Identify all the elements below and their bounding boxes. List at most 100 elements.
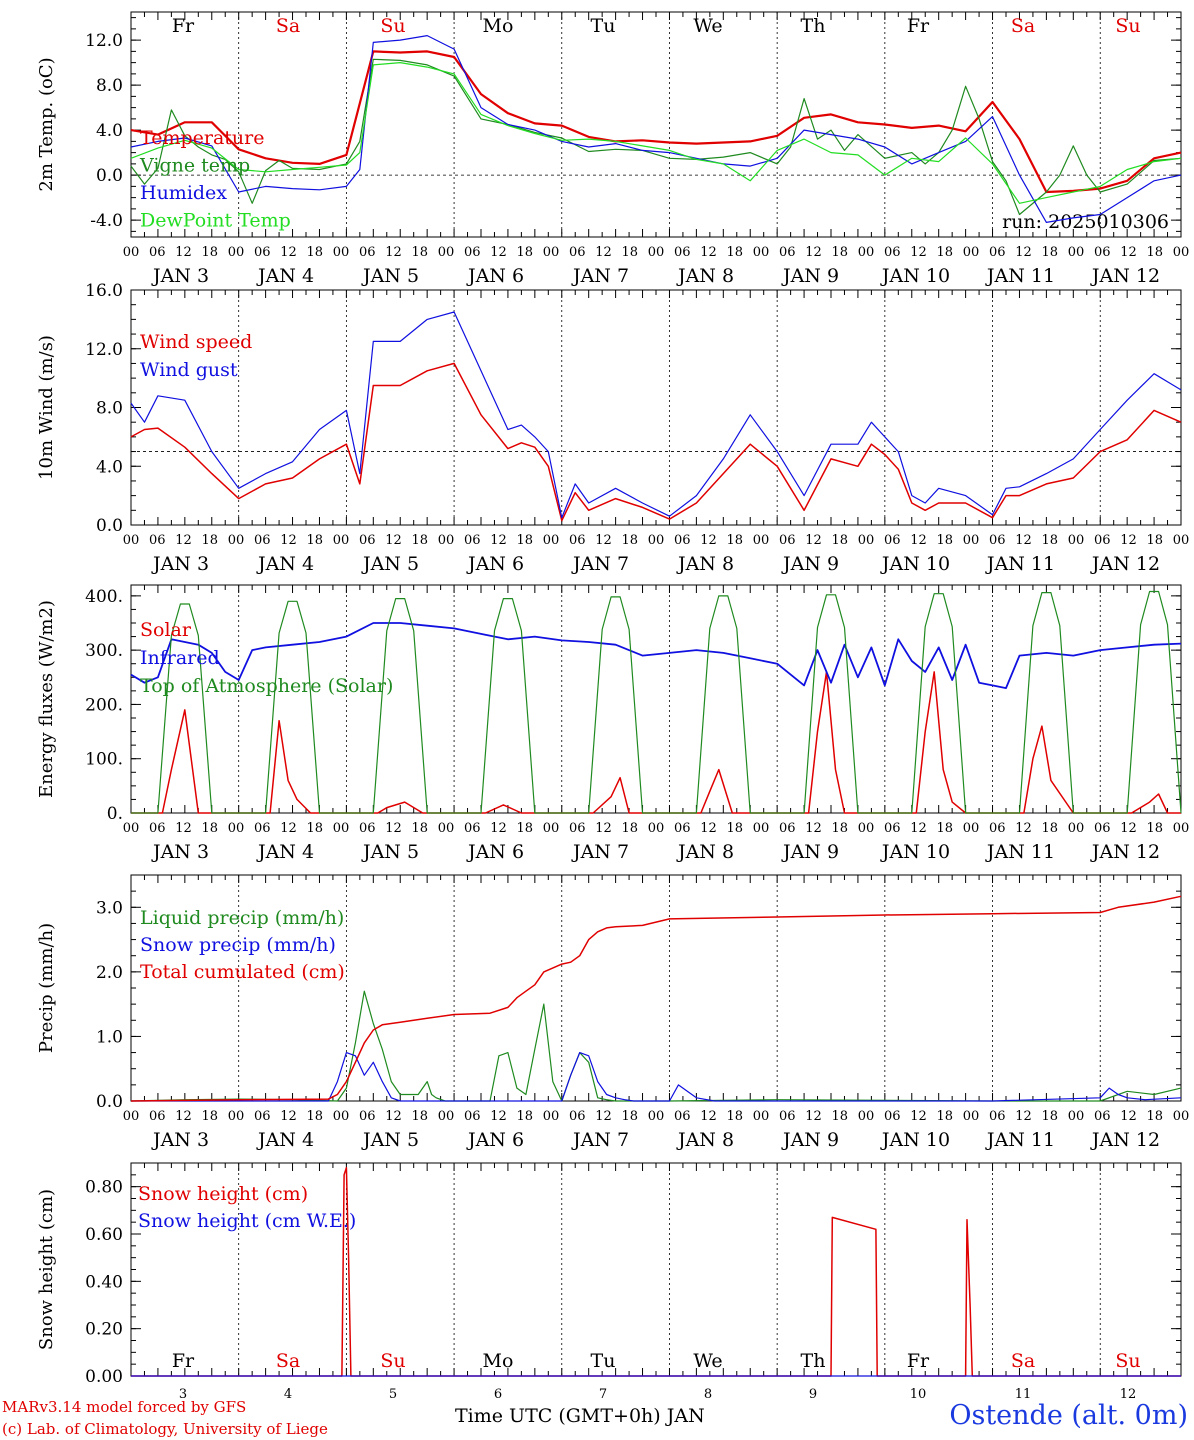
hour-tick-label: 18 <box>621 1109 638 1124</box>
hour-tick-label: 18 <box>936 533 953 548</box>
hour-tick-label: 12 <box>910 245 927 260</box>
hour-tick-label: 06 <box>569 533 586 548</box>
hour-tick-label: 00 <box>438 1109 455 1124</box>
y-tick-label: 300. <box>85 641 123 661</box>
hour-tick-label: 06 <box>989 533 1006 548</box>
y-axis-label: Energy fluxes (W/m2) <box>36 600 57 798</box>
weekday-label: Sa <box>276 15 300 37</box>
series-line-wind-speed <box>130 362 1182 522</box>
hour-tick-label: 18 <box>1146 245 1163 260</box>
hour-tick-label: 06 <box>569 1109 586 1124</box>
hour-tick-label: 12 <box>175 245 192 260</box>
hour-tick-label: 12 <box>385 245 402 260</box>
series-line-temperature <box>130 50 1182 194</box>
y-axis-label: 2m Temp. (oC) <box>36 57 57 191</box>
date-label: JAN 5 <box>361 1129 419 1151</box>
hour-tick-label: 06 <box>779 821 796 836</box>
hour-tick-label: 06 <box>149 821 166 836</box>
hour-tick-label: 00 <box>753 533 770 548</box>
weekday-label: Sa <box>1011 1350 1035 1372</box>
legend-entry: DewPoint Temp <box>140 210 291 232</box>
hour-tick-label: 18 <box>1041 1109 1058 1124</box>
day-number-label: 3 <box>179 1387 187 1402</box>
hour-tick-label: 18 <box>516 245 533 260</box>
hour-tick-label: 06 <box>359 533 376 548</box>
hour-tick-label: 12 <box>1120 245 1137 260</box>
hour-tick-label: 12 <box>700 821 717 836</box>
hour-tick-label: 00 <box>858 245 875 260</box>
hour-tick-label: 00 <box>963 245 980 260</box>
hour-tick-label: 12 <box>175 821 192 836</box>
hour-tick-label: 00 <box>753 245 770 260</box>
hour-tick-label: 00 <box>543 533 560 548</box>
series-line-infrared <box>130 622 1182 689</box>
hour-tick-label: 12 <box>385 533 402 548</box>
weekday-label: Th <box>801 15 826 37</box>
hour-tick-label: 18 <box>411 245 428 260</box>
y-tick-label: 400. <box>85 587 123 607</box>
date-label: JAN 7 <box>571 553 629 575</box>
y-tick-label: 16.0 <box>85 281 123 301</box>
y-tick-label: 1.0 <box>96 1027 123 1047</box>
hour-tick-label: 12 <box>595 245 612 260</box>
date-label: JAN 9 <box>781 841 839 863</box>
hour-tick-label: 00 <box>1068 533 1085 548</box>
hour-tick-label: 00 <box>333 821 350 836</box>
panel-4: 0.0 1.0 2.0 3.0 Precip (mm/h) 00 06 12 18 00 06 12 1… <box>36 874 1189 1151</box>
hour-tick-label: 06 <box>989 1109 1006 1124</box>
hour-tick-label: 00 <box>333 1109 350 1124</box>
hour-tick-label: 06 <box>674 1109 691 1124</box>
hour-tick-label: 18 <box>201 245 218 260</box>
hour-tick-label: 18 <box>1146 821 1163 836</box>
date-label: JAN 12 <box>1090 841 1160 863</box>
weekday-label: Sa <box>276 1350 300 1372</box>
hour-tick-label: 18 <box>831 245 848 260</box>
date-label: JAN 11 <box>985 1129 1055 1151</box>
y-tick-label: 0.60 <box>85 1225 123 1245</box>
hour-tick-label: 18 <box>831 1109 848 1124</box>
series-line-top-of-atmosphere-solar- <box>131 590 1182 814</box>
hour-tick-label: 12 <box>700 245 717 260</box>
weekday-label: Su <box>380 15 405 37</box>
y-tick-label: 0. <box>107 804 123 824</box>
date-label: JAN 7 <box>571 265 629 287</box>
hour-tick-label: 12 <box>1120 1109 1137 1124</box>
hour-tick-label: 06 <box>254 1109 271 1124</box>
date-label: JAN 7 <box>571 1129 629 1151</box>
hour-tick-label: 06 <box>359 1109 376 1124</box>
series-line-vigne-temp <box>130 58 1182 216</box>
model-credit-text: MARv3.14 model forced by GFS <box>2 1398 247 1416</box>
hour-tick-label: 00 <box>858 1109 875 1124</box>
date-label: JAN 5 <box>361 841 419 863</box>
hour-tick-label: 12 <box>700 533 717 548</box>
hour-tick-label: 12 <box>490 1109 507 1124</box>
plot-frame <box>130 289 1182 526</box>
legend-entry: Snow height (cm) <box>138 1183 308 1205</box>
y-tick-label: 0.0 <box>96 166 123 186</box>
legend-entry: Snow precip (mm/h) <box>140 934 336 956</box>
hour-tick-label: 06 <box>884 533 901 548</box>
weekday-label: Tu <box>591 15 616 37</box>
hour-tick-label: 06 <box>884 1109 901 1124</box>
hour-tick-label: 00 <box>123 821 140 836</box>
hour-tick-label: 18 <box>1041 245 1058 260</box>
hour-tick-label: 18 <box>201 1109 218 1124</box>
series-line-total-cumulated-cm- <box>130 895 1182 1102</box>
plot-frame <box>130 11 1182 238</box>
hour-tick-label: 00 <box>648 1109 665 1124</box>
hour-tick-label: 12 <box>1015 821 1032 836</box>
hour-tick-label: 00 <box>963 1109 980 1124</box>
hour-tick-label: 18 <box>1041 533 1058 548</box>
legend-entry: Solar <box>140 619 192 641</box>
hour-tick-label: 06 <box>1094 533 1111 548</box>
day-number-label: 11 <box>1015 1387 1032 1402</box>
date-label: JAN 4 <box>256 841 314 863</box>
hour-tick-label: 18 <box>201 533 218 548</box>
hour-tick-label: 12 <box>490 533 507 548</box>
date-label: JAN 12 <box>1090 553 1160 575</box>
y-axis-label: 10m Wind (m/s) <box>36 335 57 480</box>
hour-tick-label: 06 <box>359 245 376 260</box>
hour-tick-label: 00 <box>333 533 350 548</box>
hour-tick-label: 00 <box>858 821 875 836</box>
hour-tick-label: 00 <box>1068 1109 1085 1124</box>
